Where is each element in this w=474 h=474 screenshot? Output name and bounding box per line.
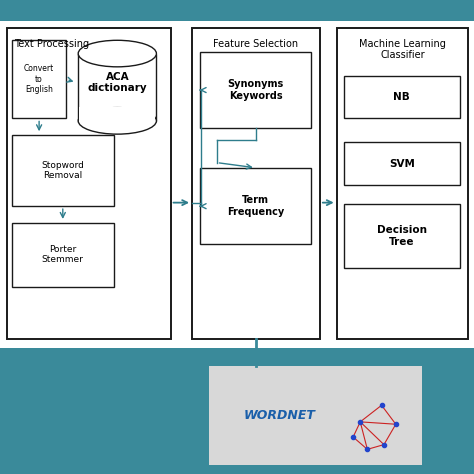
Ellipse shape	[78, 40, 156, 67]
Text: Machine Learning
Classifier: Machine Learning Classifier	[359, 39, 446, 61]
FancyBboxPatch shape	[12, 40, 66, 118]
FancyBboxPatch shape	[209, 366, 422, 465]
FancyBboxPatch shape	[200, 52, 311, 128]
FancyBboxPatch shape	[192, 28, 320, 339]
Text: Convert
to
English: Convert to English	[24, 64, 54, 94]
Text: NB: NB	[393, 92, 410, 102]
Text: Text Processing: Text Processing	[14, 39, 89, 49]
FancyBboxPatch shape	[344, 142, 460, 185]
Text: ACA
dictionary: ACA dictionary	[88, 72, 147, 93]
FancyBboxPatch shape	[200, 168, 311, 244]
Text: Porter
Stemmer: Porter Stemmer	[42, 245, 84, 264]
FancyBboxPatch shape	[344, 76, 460, 118]
Text: SVM: SVM	[389, 158, 415, 169]
FancyBboxPatch shape	[12, 223, 114, 287]
FancyBboxPatch shape	[79, 107, 155, 121]
Text: Feature Selection: Feature Selection	[213, 39, 299, 49]
FancyBboxPatch shape	[12, 135, 114, 206]
FancyBboxPatch shape	[344, 204, 460, 268]
FancyBboxPatch shape	[0, 0, 474, 21]
Ellipse shape	[78, 108, 156, 134]
FancyBboxPatch shape	[78, 54, 156, 121]
Text: Stopword
Removal: Stopword Removal	[41, 161, 84, 180]
Text: WORDNET: WORDNET	[244, 409, 316, 422]
FancyBboxPatch shape	[7, 28, 171, 339]
FancyBboxPatch shape	[0, 348, 474, 474]
Text: Term
Frequency: Term Frequency	[227, 195, 284, 217]
FancyBboxPatch shape	[337, 28, 468, 339]
FancyBboxPatch shape	[4, 24, 470, 346]
Text: Synonyms
Keywords: Synonyms Keywords	[228, 79, 284, 101]
Text: Decision
Tree: Decision Tree	[377, 225, 427, 246]
